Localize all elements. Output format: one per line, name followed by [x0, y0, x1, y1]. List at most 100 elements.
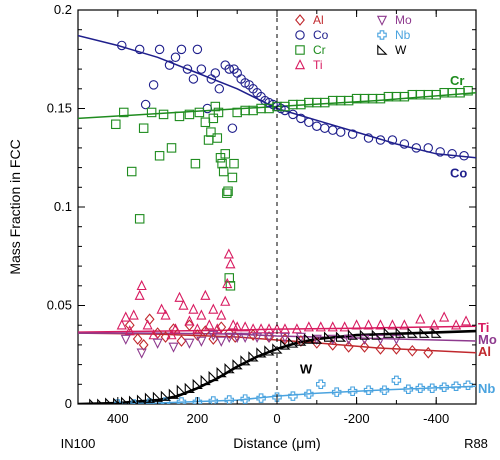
point-w — [304, 333, 315, 344]
point-w — [383, 327, 394, 338]
point-ti — [216, 309, 227, 320]
x-tick-label: -400 — [423, 411, 449, 426]
point-al — [407, 344, 418, 357]
point-ti — [160, 309, 171, 320]
point-w — [208, 370, 219, 382]
point-w — [296, 335, 307, 346]
point-w — [160, 390, 172, 401]
point-co — [210, 68, 221, 78]
legend-marker-cr — [295, 45, 305, 55]
curve-label-mo: Mo — [478, 332, 497, 347]
point-w — [168, 388, 180, 399]
point-w — [359, 329, 371, 340]
point-w — [105, 397, 112, 404]
legend-marker-co — [295, 30, 305, 40]
point-nb — [347, 386, 358, 396]
point-cr — [213, 107, 224, 118]
point-cr — [190, 158, 201, 169]
point-al — [295, 335, 306, 347]
point-nb — [288, 391, 298, 401]
axes: 0 0.05 0.1 0.15 0.2 400 200 0 -200 -400 — [47, 2, 477, 426]
legend-label-cr: Cr — [313, 43, 326, 57]
point-cr — [220, 149, 231, 159]
point-w — [200, 374, 211, 386]
point-cr — [126, 166, 137, 177]
point-ti — [439, 311, 450, 322]
point-co — [140, 99, 151, 110]
point-ti — [228, 319, 239, 330]
point-al — [132, 333, 143, 345]
legend-marker-nb — [377, 30, 387, 40]
point-co — [423, 143, 433, 153]
point-ti — [315, 321, 326, 332]
y-tick-label: 0 — [65, 396, 72, 411]
point-ti — [136, 279, 147, 291]
point-nb — [208, 396, 219, 404]
point-mo — [152, 338, 163, 349]
point-mo — [216, 336, 227, 347]
legend-marker-al — [295, 14, 305, 26]
point-w — [395, 327, 406, 338]
point-cr — [119, 107, 129, 118]
point-nb — [272, 392, 282, 402]
point-ti — [232, 321, 243, 332]
point-w — [419, 327, 430, 338]
point-al — [160, 331, 171, 343]
y-tick-label: 0.1 — [54, 199, 72, 214]
point-mo — [263, 332, 275, 343]
point-w — [192, 378, 203, 390]
point-cr — [208, 113, 219, 124]
point-co — [363, 133, 374, 143]
point-w — [128, 395, 138, 404]
point-ti — [240, 321, 251, 332]
point-cr — [194, 107, 205, 118]
point-co — [192, 44, 203, 55]
point-al — [138, 339, 149, 351]
point-mo — [168, 342, 179, 353]
point-cr — [111, 119, 121, 130]
point-co — [304, 117, 314, 128]
point-nb — [403, 384, 414, 394]
point-mo — [136, 348, 147, 359]
point-nb — [192, 397, 203, 404]
left-end-label: IN100 — [61, 436, 96, 451]
point-cr — [229, 158, 239, 169]
point-co — [347, 129, 358, 139]
point-co — [288, 109, 298, 120]
legend-label-w: W — [395, 43, 407, 57]
point-ti — [204, 319, 215, 330]
point-cr — [206, 127, 216, 137]
curve-label-nb: Nb — [478, 381, 495, 396]
point-co — [164, 60, 175, 70]
point-co — [134, 44, 145, 55]
point-mo — [224, 332, 235, 343]
point-mo — [311, 334, 322, 345]
point-cr — [218, 166, 229, 177]
legend-label-nb: Nb — [395, 28, 411, 42]
y-axis-title: Mass Fraction in FCC — [7, 139, 23, 274]
point-w — [136, 394, 147, 404]
point-mo — [232, 332, 243, 343]
point-co — [399, 139, 410, 149]
point-w — [347, 329, 359, 340]
point-ti — [116, 319, 127, 330]
point-nb — [240, 394, 250, 404]
x-tick-label: 200 — [187, 411, 209, 426]
point-cr — [225, 281, 236, 291]
point-mo — [184, 338, 195, 349]
point-nb — [451, 381, 461, 392]
y-tick-label: 0.2 — [54, 2, 72, 17]
point-co — [196, 64, 207, 74]
point-ti — [142, 319, 153, 330]
point-ti — [166, 329, 177, 340]
point-w — [240, 355, 251, 366]
point-ti — [415, 313, 426, 324]
point-nb — [224, 395, 234, 404]
point-ti — [451, 319, 462, 330]
point-co — [188, 74, 199, 84]
point-ti — [387, 319, 398, 330]
point-nb — [256, 393, 266, 403]
legend-marker-mo — [376, 15, 388, 26]
point-co — [224, 64, 234, 74]
right-end-label: R88 — [464, 436, 488, 451]
